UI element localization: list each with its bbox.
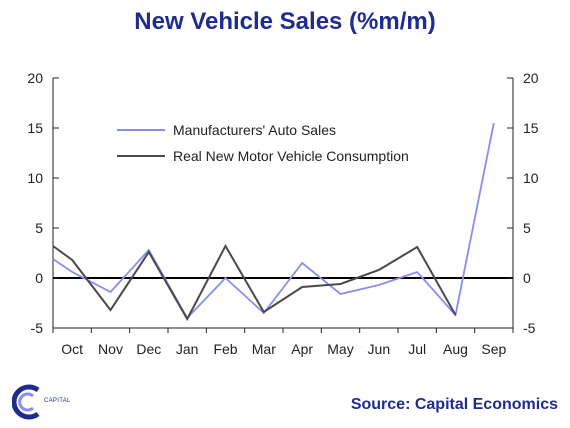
x-tick-label: Mar xyxy=(252,341,276,357)
legend-label-2: Real New Motor Vehicle Consumption xyxy=(173,148,409,164)
chart-title: New Vehicle Sales (%m/m) xyxy=(134,8,436,35)
x-tick-label: Apr xyxy=(291,341,313,357)
x-tick-label: Sep xyxy=(481,341,506,357)
series-line-2 xyxy=(52,243,457,322)
y-tick-label-right: 20 xyxy=(523,70,539,86)
x-tick-label: Feb xyxy=(213,341,237,357)
x-tick-label: May xyxy=(327,341,353,357)
x-tick-label: Oct xyxy=(61,341,83,357)
capital-economics-logo: CAPITAL xyxy=(11,384,78,420)
x-tick-label: Jun xyxy=(368,341,391,357)
y-tick-label-left: 0 xyxy=(35,270,43,286)
source-note: Source: Capital Economics xyxy=(350,396,558,413)
y-tick-label-left: 15 xyxy=(27,120,43,136)
y-tick-label-left: 20 xyxy=(27,70,43,86)
y-tick-label-right: -5 xyxy=(523,320,536,336)
x-tick-label: Jan xyxy=(176,341,199,357)
x-tick-label: Nov xyxy=(98,341,123,357)
y-tick-label-right: 15 xyxy=(523,120,539,136)
y-tick-label-right: 0 xyxy=(523,270,531,286)
y-tick-label-left: 10 xyxy=(27,170,43,186)
y-tick-label-left: -5 xyxy=(31,320,44,336)
x-tick-label: Aug xyxy=(443,341,468,357)
logo-text: CAPITAL xyxy=(44,398,71,404)
line-chart: -5 -5 0 0 5 5 10 10 15 15 20 20 Oct Nov Dec Jan Feb Mar Ap… xyxy=(27,70,539,357)
y-tick-label-right: 5 xyxy=(523,220,531,236)
y-tick-label-right: 10 xyxy=(523,170,539,186)
y-tick-label-left: 5 xyxy=(35,220,43,236)
legend-label-1: Manufacturers' Auto Sales xyxy=(173,122,336,138)
x-tick-label: Jul xyxy=(408,341,426,357)
x-tick-label: Dec xyxy=(136,341,161,357)
